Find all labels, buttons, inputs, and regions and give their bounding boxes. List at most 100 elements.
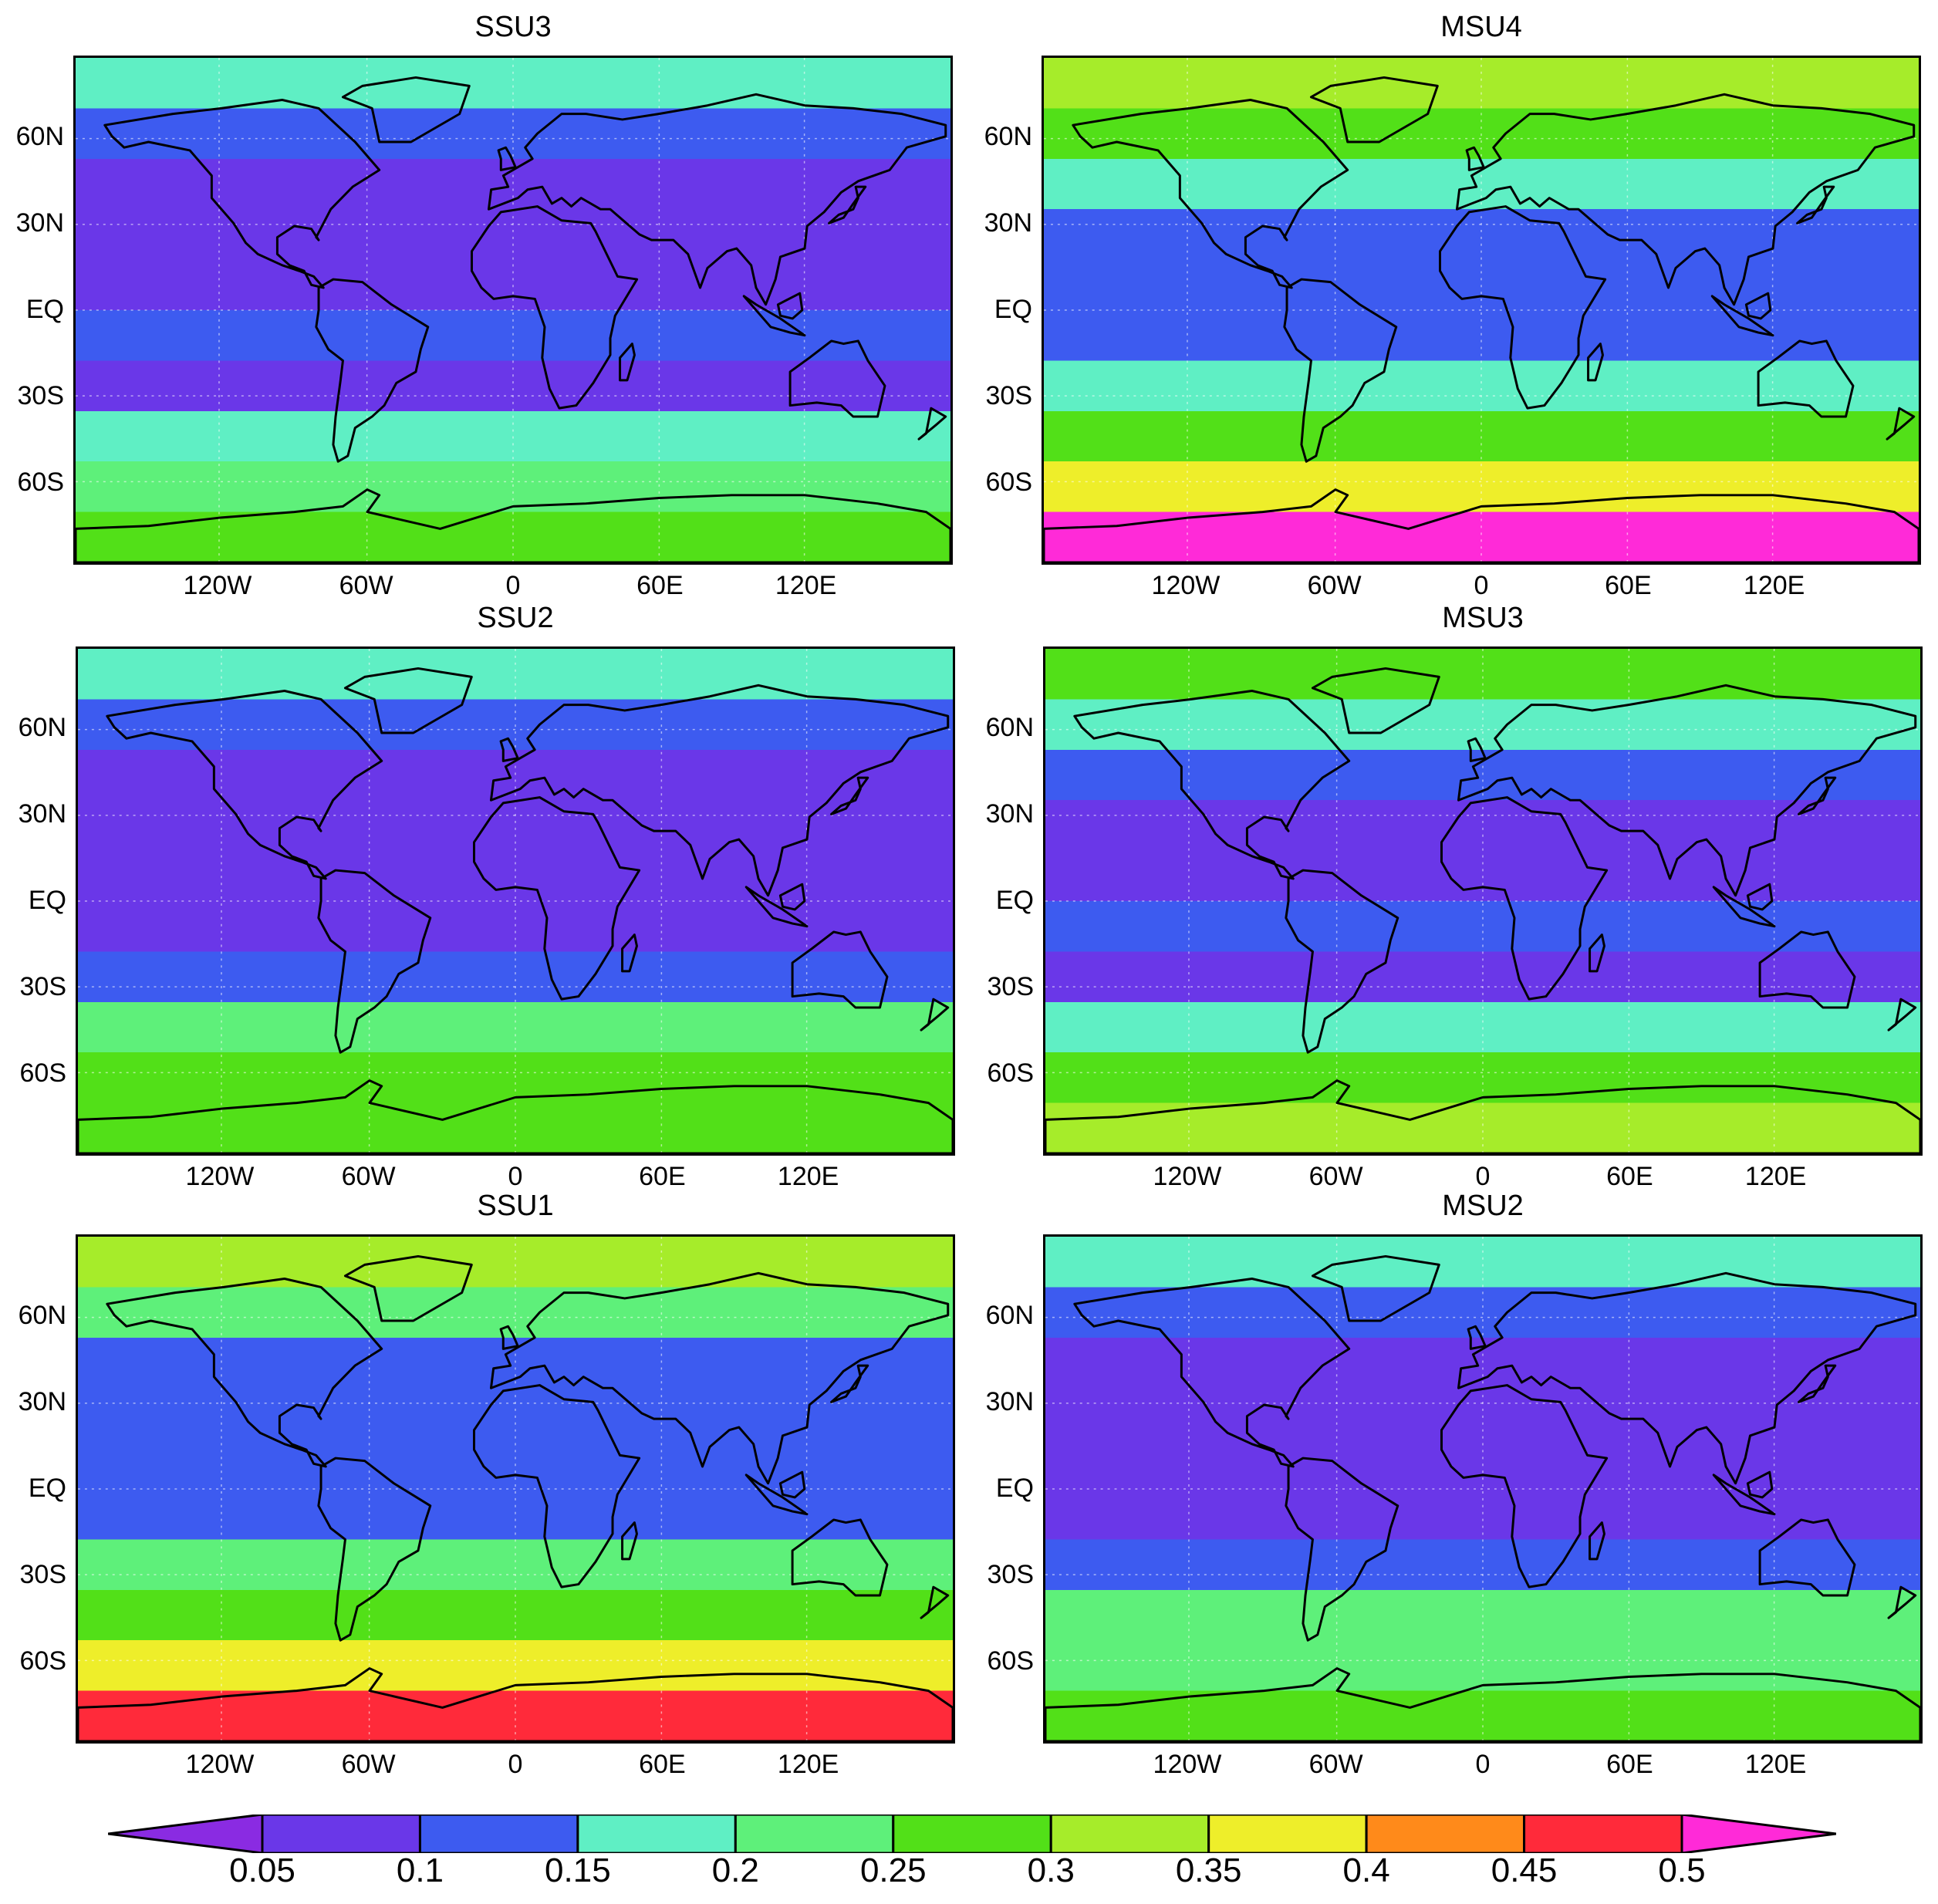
coastline: [1887, 1585, 1917, 1619]
map-canvas: [1045, 649, 1920, 1153]
coastline: [1465, 146, 1485, 171]
coastline: [1746, 883, 1774, 911]
colorbar-min-arrow: [108, 1815, 264, 1853]
lon-tick-label: 60W: [1308, 1750, 1363, 1779]
lon-tick-label: 120W: [185, 1750, 255, 1779]
coastline: [1589, 1521, 1605, 1561]
coastline: [1710, 295, 1774, 337]
coastline: [499, 737, 519, 762]
lon-tick-label: 60W: [341, 1162, 396, 1191]
lat-tick-label: 60N: [15, 121, 64, 151]
coastline: [78, 1667, 953, 1741]
lon-tick-label: 120E: [1744, 1162, 1807, 1191]
coastline: [1712, 886, 1776, 928]
coastline: [621, 1521, 638, 1561]
coastline: [489, 684, 950, 897]
coastline: [1467, 737, 1487, 762]
coastline: [1457, 1271, 1917, 1485]
lon-tick-label: 60W: [341, 1750, 396, 1779]
coastline: [1798, 1364, 1837, 1403]
colorbar-segment: [576, 1815, 737, 1853]
lon-tick-label: 0: [508, 1750, 523, 1779]
colorbar-tick-label: 0.4: [1342, 1852, 1390, 1889]
coastline: [1886, 407, 1916, 441]
coastline: [920, 998, 950, 1031]
colorbar-segment: [1049, 1815, 1210, 1853]
coastline: [487, 93, 947, 306]
lat-tick-label: 30N: [18, 798, 66, 829]
coastline: [103, 99, 381, 289]
lon-tick-label: 120E: [1743, 571, 1805, 600]
coastline: [1587, 343, 1604, 382]
colorbar-segment: [892, 1815, 1052, 1853]
colorbar-segment: [1365, 1815, 1526, 1853]
coastline: [1309, 76, 1439, 143]
coastline: [1045, 1079, 1920, 1153]
coastline: [317, 1457, 432, 1642]
lat-tick-label: 60N: [985, 712, 1034, 742]
coastline: [830, 1364, 869, 1403]
coastline: [106, 690, 383, 880]
coastline: [76, 488, 950, 562]
coastline: [744, 1474, 809, 1516]
coastline: [830, 776, 869, 815]
lon-tick-label: 0: [508, 1162, 523, 1191]
lat-tick-label: 30N: [985, 798, 1034, 829]
coastline: [621, 933, 638, 973]
coastline: [343, 1254, 473, 1322]
coastline: [470, 205, 639, 410]
lon-tick-label: 60W: [1307, 571, 1362, 600]
coastline: [1757, 339, 1855, 418]
lat-tick-label: 30N: [18, 1386, 66, 1416]
coastline: [1758, 1518, 1856, 1597]
lon-tick-label: 120E: [777, 1162, 839, 1191]
lat-tick-label: 30S: [987, 1560, 1035, 1590]
coastline: [341, 76, 471, 143]
coastline: [778, 883, 806, 911]
lon-tick-label: 60W: [339, 571, 393, 600]
coastline: [472, 1384, 641, 1588]
colorbar-segment: [1523, 1815, 1683, 1853]
lat-tick-label: 30N: [984, 208, 1032, 238]
coastline: [776, 292, 804, 320]
lat-tick-label: 30S: [17, 381, 65, 411]
coastline: [106, 1278, 383, 1468]
colorbar-max-arrow: [1680, 1815, 1836, 1853]
coastline: [742, 295, 806, 337]
map-canvas: [78, 1237, 953, 1741]
lat-tick-label: EQ: [28, 886, 66, 915]
lat-tick-label: 60S: [987, 1058, 1035, 1089]
coastline: [917, 407, 947, 441]
coastline: [489, 1271, 950, 1485]
coastline: [1440, 1384, 1609, 1588]
lat-tick-label: 60S: [987, 1646, 1035, 1676]
coastline: [1438, 205, 1607, 410]
coastline: [791, 930, 889, 1009]
coastline: [619, 343, 636, 382]
colorbar-segment: [261, 1815, 421, 1853]
lat-tick-label: 60S: [19, 1646, 67, 1676]
lat-tick-label: EQ: [28, 1474, 66, 1503]
lon-tick-label: 60E: [636, 571, 684, 600]
colorbar-segment: [1207, 1815, 1368, 1853]
lon-tick-label: 0: [1475, 1750, 1491, 1779]
coastline: [343, 667, 473, 734]
coastline: [1744, 292, 1772, 320]
map-canvas: [76, 58, 950, 562]
map-panel-msu2: [1043, 1234, 1923, 1744]
panel-title: SSU1: [477, 1190, 554, 1222]
coastline: [1712, 1474, 1776, 1516]
lat-tick-label: 60S: [985, 468, 1033, 498]
lat-tick-label: 60S: [19, 1058, 67, 1089]
coastline: [1311, 667, 1440, 734]
lat-tick-label: 30N: [985, 1386, 1034, 1416]
coastline: [1589, 933, 1605, 973]
coastline: [791, 1518, 889, 1597]
coastline: [1758, 930, 1856, 1009]
coastline: [315, 278, 430, 463]
map-panel-ssu3: [73, 56, 953, 565]
lon-tick-label: 120W: [1153, 1750, 1222, 1779]
map-panel-msu4: [1042, 56, 1921, 565]
coastline: [472, 796, 641, 1001]
lon-tick-label: 60E: [1606, 1750, 1653, 1779]
